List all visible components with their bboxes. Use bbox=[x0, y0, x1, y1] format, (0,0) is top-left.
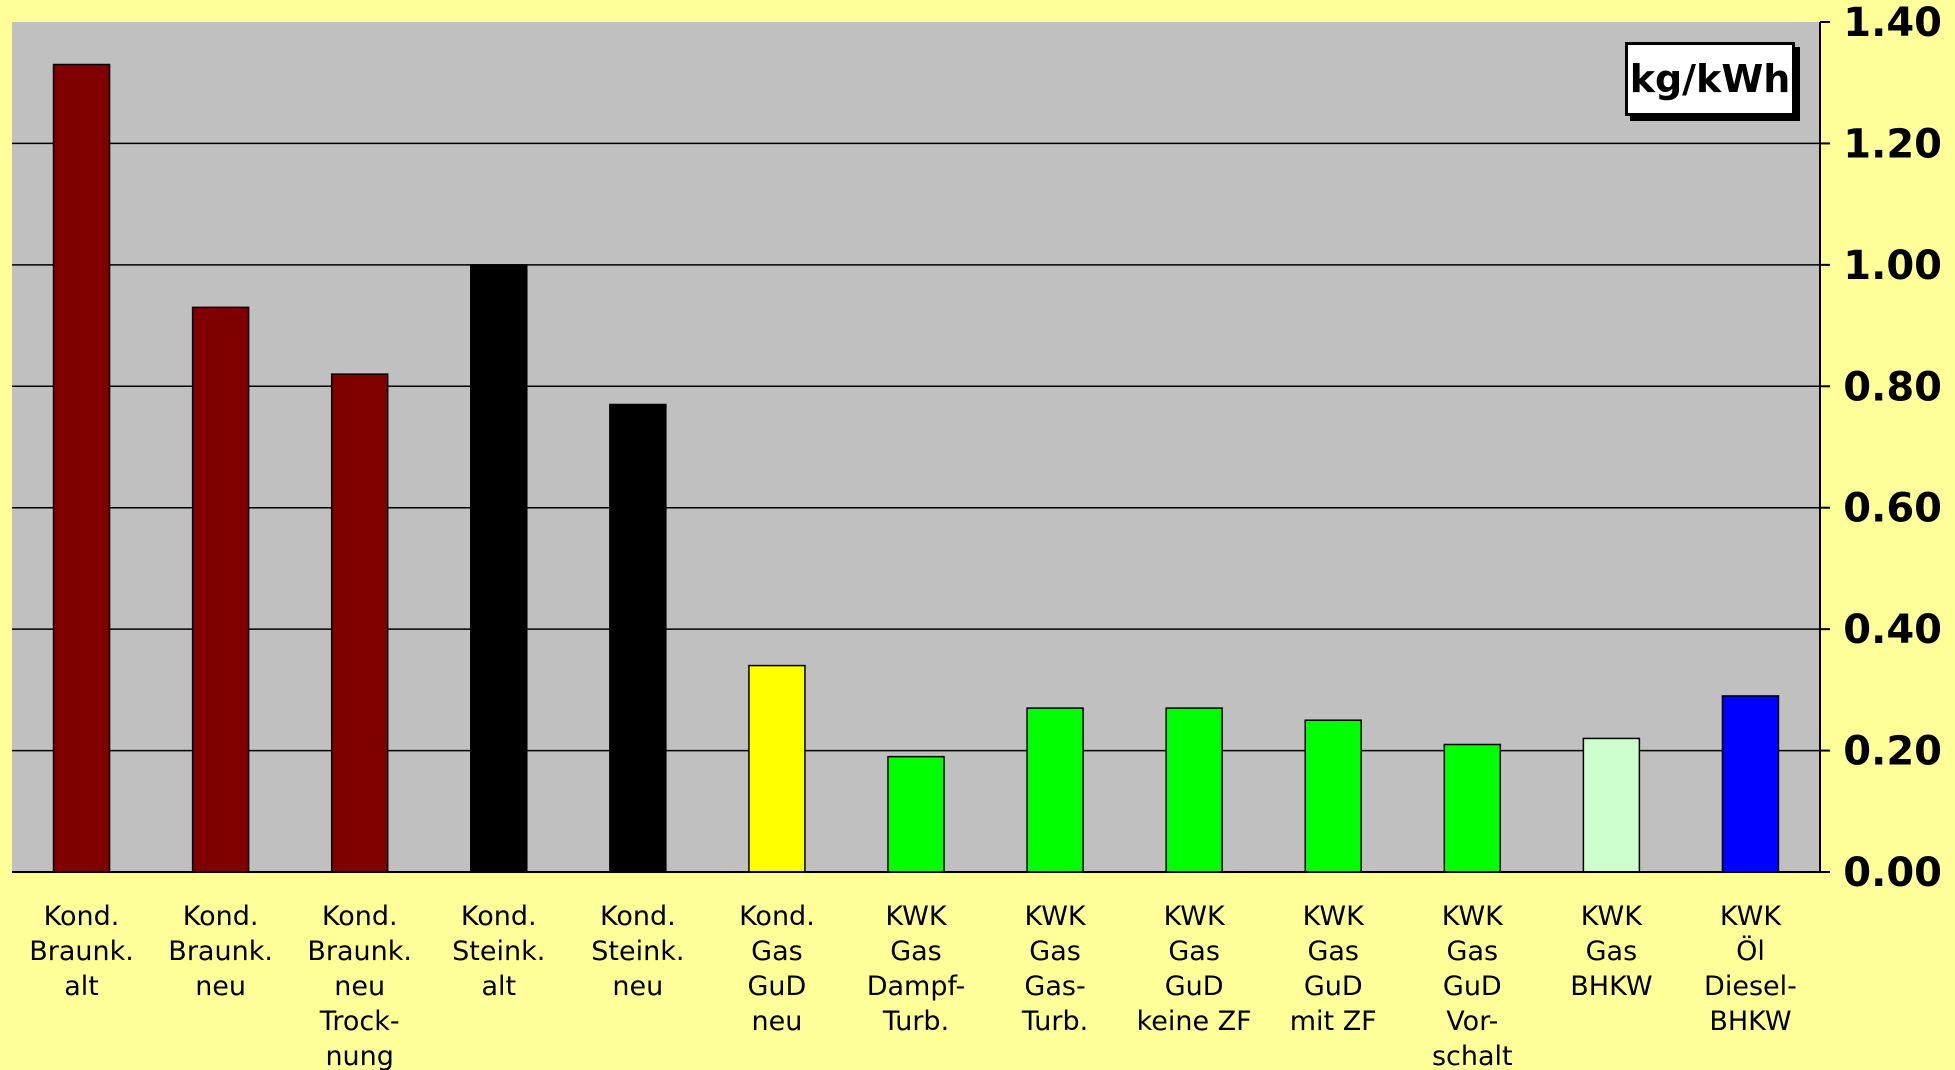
x-category-label-line: KWK bbox=[1720, 901, 1782, 932]
x-category-label: KWK Gas Dampf- Turb. bbox=[867, 901, 966, 1037]
y-tick-label: 1.40 bbox=[1843, 0, 1942, 46]
x-category-label-line: BHKW bbox=[1570, 971, 1652, 1002]
x-category-label-line: neu bbox=[612, 971, 663, 1002]
x-category-label: KWK Gas Gas- Turb. bbox=[1021, 901, 1088, 1037]
bar bbox=[470, 264, 528, 873]
x-category-label-line: mit ZF bbox=[1290, 1006, 1377, 1037]
x-category-label-line: Kond. bbox=[183, 901, 259, 932]
x-category-label-line: Gas bbox=[1029, 936, 1081, 967]
bar bbox=[330, 373, 389, 873]
x-category-label-line: Turb. bbox=[882, 1006, 949, 1037]
x-category-label: KWK Gas BHKW bbox=[1570, 901, 1652, 1002]
x-category-label-line: Gas bbox=[751, 936, 803, 967]
bar bbox=[1443, 743, 1502, 873]
x-category-label-line: Gas bbox=[1586, 936, 1638, 967]
x-category-label-line: alt bbox=[481, 971, 516, 1002]
x-category-label-line: Steink. bbox=[591, 936, 684, 967]
y-axis-ticks: 0.00 0.20 0.40 0.60 0.80 1.00 1.20 1.40 bbox=[1820, 0, 1942, 896]
x-category-label-line: KWK bbox=[1024, 901, 1086, 932]
x-category-label-line: neu bbox=[334, 971, 385, 1002]
x-category-label-line: KWK bbox=[1581, 901, 1643, 932]
x-category-label: KWK Gas GuD Vor-schalt bbox=[1432, 901, 1513, 1070]
x-category-label-line: alt bbox=[64, 971, 99, 1002]
x-category-label: Kond. Steink. neu bbox=[591, 901, 684, 1002]
x-category-label-line: Öl bbox=[1736, 935, 1765, 967]
x-category-label-line: BHKW bbox=[1709, 1006, 1791, 1037]
x-category-label-line: GuD bbox=[1165, 971, 1224, 1002]
bar bbox=[1721, 695, 1780, 873]
y-tick-label: 1.00 bbox=[1843, 243, 1942, 289]
x-category-label-line: KWK bbox=[1303, 901, 1365, 932]
x-category-label-line: Gas bbox=[890, 936, 942, 967]
x-category-label-line: Kond. bbox=[461, 901, 537, 932]
gridlines bbox=[12, 142, 1820, 752]
unit-label: kg/kWh bbox=[1629, 57, 1791, 101]
y-tick-label: 0.40 bbox=[1843, 607, 1942, 653]
x-category-label-line: Gas bbox=[1307, 936, 1359, 967]
x-category-label: KWK Gas GuD mit ZF bbox=[1290, 901, 1377, 1037]
y-tick-label: 0.00 bbox=[1843, 850, 1942, 896]
bars bbox=[52, 63, 1780, 873]
x-category-label-line: KWK bbox=[1164, 901, 1226, 932]
x-category-label: Kond. Steink. alt bbox=[452, 901, 545, 1002]
y-tick-label: 1.20 bbox=[1843, 121, 1942, 167]
x-category-label-line: Turb. bbox=[1021, 1006, 1088, 1037]
x-category-label: Kond. Braunk. neu Trock-nung bbox=[307, 901, 412, 1070]
y-tick-label: 0.20 bbox=[1843, 729, 1942, 775]
bar bbox=[191, 306, 250, 873]
x-category-label-line: Gas bbox=[1447, 936, 1499, 967]
bar bbox=[1304, 719, 1362, 873]
x-category-label: KWK Gas GuD keine ZF bbox=[1137, 901, 1252, 1037]
x-category-label-line: Trock- bbox=[319, 1006, 400, 1037]
bar bbox=[1026, 707, 1084, 873]
x-category-label-line: Vor- bbox=[1446, 1006, 1498, 1037]
x-category-label-line: Gas bbox=[1168, 936, 1220, 967]
x-category-label-line: GuD bbox=[748, 971, 807, 1002]
x-category-label: Kond. Braunk. neu bbox=[168, 901, 273, 1002]
x-category-label-line: Kond. bbox=[600, 901, 676, 932]
x-category-label: KWK Öl Diesel- BHKW bbox=[1704, 901, 1797, 1037]
unit-label-box: kg/kWh bbox=[1625, 42, 1795, 116]
bar bbox=[1165, 707, 1223, 873]
x-category-label-line: Dampf- bbox=[867, 971, 966, 1002]
x-category-label-line: Braunk. bbox=[307, 936, 412, 967]
bar bbox=[609, 403, 667, 873]
x-category-label-line: KWK bbox=[885, 901, 947, 932]
y-tick-label: 0.60 bbox=[1843, 486, 1942, 532]
x-category-label-line: nung bbox=[325, 1041, 393, 1070]
x-category-label-line: Diesel- bbox=[1704, 971, 1797, 1002]
x-category-label-line: Gas- bbox=[1024, 971, 1085, 1002]
bar bbox=[52, 63, 111, 873]
x-category-label-line: neu bbox=[195, 971, 246, 1002]
x-category-label-line: Braunk. bbox=[168, 936, 273, 967]
x-category-label-line: Kond. bbox=[322, 901, 398, 932]
plot-area bbox=[12, 22, 1820, 872]
bar bbox=[748, 664, 806, 873]
bar bbox=[887, 755, 945, 873]
x-category-label-line: GuD bbox=[1443, 971, 1502, 1002]
x-category-label-line: GuD bbox=[1304, 971, 1363, 1002]
x-category-label: Kond. Gas GuD neu bbox=[739, 901, 815, 1037]
bar bbox=[1582, 737, 1641, 873]
x-category-label-line: keine ZF bbox=[1137, 1006, 1252, 1037]
x-category-label-line: KWK bbox=[1442, 901, 1504, 932]
y-tick-label: 0.80 bbox=[1843, 364, 1942, 410]
x-category-label-line: Braunk. bbox=[29, 936, 134, 967]
x-category-label-line: neu bbox=[752, 1006, 803, 1037]
x-category-label-line: Steink. bbox=[452, 936, 545, 967]
x-category-label-line: Kond. bbox=[44, 901, 120, 932]
x-category-label-line: schalt bbox=[1432, 1041, 1513, 1070]
x-category-label: Kond. Braunk. alt bbox=[29, 901, 134, 1002]
x-category-label-line: Kond. bbox=[739, 901, 815, 932]
x-axis-labels: Kond. Braunk. alt Kond. Braunk. neu Kond. Braun… bbox=[29, 901, 1797, 1070]
